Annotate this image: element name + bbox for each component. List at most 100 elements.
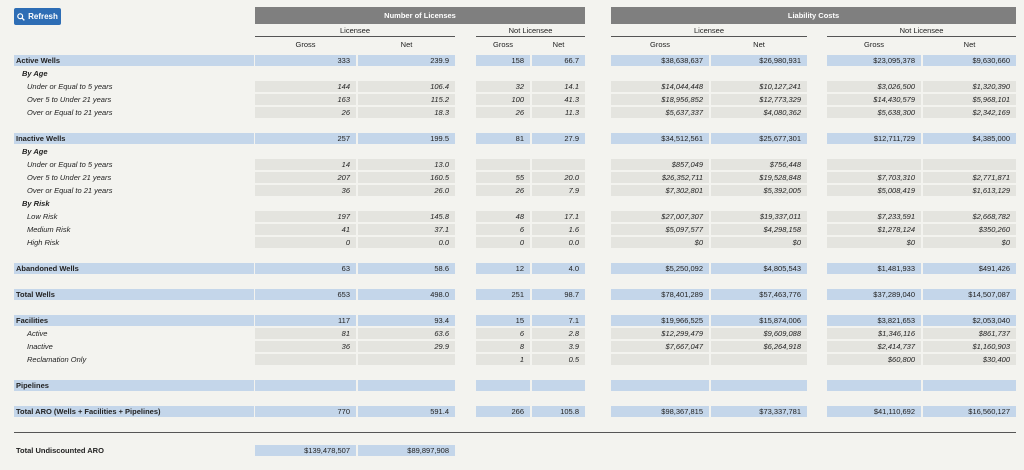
table-cell: 239.9	[358, 55, 455, 66]
row-label: Under or Equal to 5 years	[27, 82, 113, 91]
table-cell: 0.5	[532, 354, 585, 365]
table-cell: $25,677,301	[711, 133, 807, 144]
table-cell: 7.9	[532, 185, 585, 196]
table-cell: 591.4	[358, 406, 455, 417]
row-label: Reclamation Only	[27, 355, 87, 364]
table-cell: 41.3	[532, 94, 585, 105]
table-cell: $1,346,116	[827, 328, 921, 339]
table-cell: 66.7	[532, 55, 585, 66]
table-cell: $491,426	[923, 263, 1016, 274]
table-cell	[255, 380, 356, 391]
table-cell: $38,638,637	[611, 55, 709, 66]
table-cell: 160.5	[358, 172, 455, 183]
table-cell: $861,737	[923, 328, 1016, 339]
table-cell	[827, 380, 921, 391]
row-label: Over 5 to Under 21 years	[27, 173, 112, 182]
table-cell: $60,800	[827, 354, 921, 365]
table-cell: $23,095,378	[827, 55, 921, 66]
table-cell: 29.9	[358, 341, 455, 352]
table-cell: 18.3	[358, 107, 455, 118]
table-cell: $98,367,815	[611, 406, 709, 417]
table-cell: 115.2	[358, 94, 455, 105]
table-cell: $756,448	[711, 159, 807, 170]
header-not-licensee-cost: Not Licensee	[827, 26, 1016, 37]
row-label: Medium Risk	[27, 225, 71, 234]
table-cell: $4,385,000	[923, 133, 1016, 144]
table-cell	[611, 380, 709, 391]
subheader-gross: Gross	[863, 40, 884, 49]
table-cell: $12,299,479	[611, 328, 709, 339]
row-label: By Risk	[22, 199, 50, 208]
table-cell	[255, 354, 356, 365]
table-cell: 13.0	[358, 159, 455, 170]
table-cell: 257	[255, 133, 356, 144]
table-cell: 0	[476, 237, 530, 248]
table-cell: $19,966,525	[611, 315, 709, 326]
table-cell: $5,250,092	[611, 263, 709, 274]
table-cell: 6	[476, 328, 530, 339]
table-cell: $7,302,801	[611, 185, 709, 196]
subheader-gross: Gross	[649, 40, 670, 49]
table-cell: 55	[476, 172, 530, 183]
table-cell: $14,044,448	[611, 81, 709, 92]
table-cell: $2,414,737	[827, 341, 921, 352]
table-cell: $18,956,852	[611, 94, 709, 105]
subheader-gross: Gross	[295, 40, 316, 49]
table-cell	[476, 380, 530, 391]
table-cell: 0.0	[532, 237, 585, 248]
table-cell: $41,110,692	[827, 406, 921, 417]
table-cell: 81	[476, 133, 530, 144]
divider	[14, 432, 1016, 433]
table-cell: $2,342,169	[923, 107, 1016, 118]
header-number-of-licenses: Number of Licenses	[255, 7, 585, 24]
table-cell: $37,289,040	[827, 289, 921, 300]
table-cell	[923, 159, 1016, 170]
row-label: Abandoned Wells	[14, 263, 254, 274]
refresh-button[interactable]: Refresh	[14, 8, 61, 25]
table-cell: 105.8	[532, 406, 585, 417]
table-cell: $78,401,289	[611, 289, 709, 300]
table-cell: 26	[476, 107, 530, 118]
subheader-net: Net	[552, 40, 565, 49]
table-cell: 100	[476, 94, 530, 105]
table-cell: $10,127,241	[711, 81, 807, 92]
table-cell	[358, 354, 455, 365]
table-cell: 145.8	[358, 211, 455, 222]
header-licensee-cost: Licensee	[611, 26, 807, 37]
table-cell: $5,008,419	[827, 185, 921, 196]
table-cell: 98.7	[532, 289, 585, 300]
row-label: Total Wells	[14, 289, 254, 300]
table-cell: $6,264,918	[711, 341, 807, 352]
table-cell: 41	[255, 224, 356, 235]
undiscounted-value: $89,897,908	[358, 445, 455, 456]
table-cell: 2.8	[532, 328, 585, 339]
row-label: Active	[27, 329, 48, 338]
table-cell	[532, 380, 585, 391]
header-liability-costs: Liability Costs	[611, 7, 1016, 24]
table-cell: $857,049	[611, 159, 709, 170]
table-cell: 48	[476, 211, 530, 222]
table-cell: $26,352,711	[611, 172, 709, 183]
table-cell: $350,260	[923, 224, 1016, 235]
table-cell: $1,613,129	[923, 185, 1016, 196]
table-cell: 333	[255, 55, 356, 66]
table-cell: $19,528,848	[711, 172, 807, 183]
table-cell: 26	[476, 185, 530, 196]
table-cell: $4,298,158	[711, 224, 807, 235]
row-label: Total ARO (Wells + Facilities + Pipeline…	[14, 406, 254, 417]
table-cell: $1,320,390	[923, 81, 1016, 92]
subheader-net: Net	[753, 40, 765, 49]
refresh-label: Refresh	[28, 12, 58, 21]
row-label: Low Risk	[27, 212, 58, 221]
table-cell: $0	[827, 237, 921, 248]
table-cell	[532, 159, 585, 170]
header-not-licensee-count: Not Licensee	[476, 26, 585, 37]
table-cell: 32	[476, 81, 530, 92]
undiscounted-value: $139,478,507	[255, 445, 356, 456]
table-cell: $3,821,653	[827, 315, 921, 326]
row-label: Facilities	[14, 315, 254, 326]
table-cell: 93.4	[358, 315, 455, 326]
row-label: Over or Equal to 21 years	[27, 186, 113, 195]
table-cell: 3.9	[532, 341, 585, 352]
table-cell	[711, 354, 807, 365]
